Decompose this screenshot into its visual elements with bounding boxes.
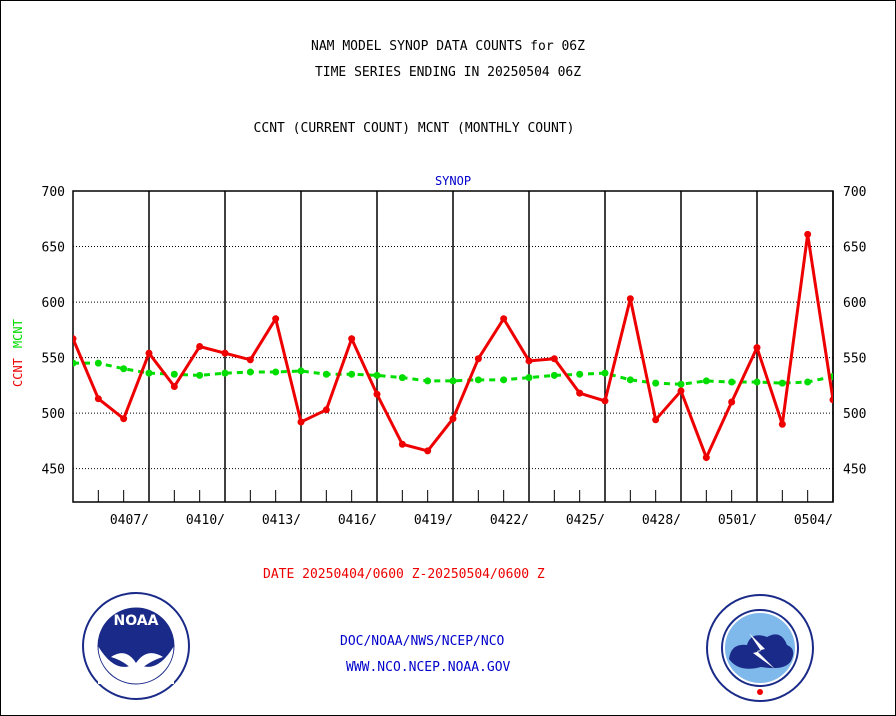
chart-title-line2: TIME SERIES ENDING IN 20250504 06Z bbox=[314, 65, 582, 80]
x-tick-label: 0410/ bbox=[186, 513, 225, 528]
data-point-ccnt bbox=[778, 420, 786, 428]
data-point-ccnt bbox=[196, 343, 204, 350]
data-point-ccnt bbox=[297, 418, 305, 426]
y-axis-label: CCNT MCNT bbox=[11, 319, 25, 387]
panel-title: SYNOP bbox=[435, 174, 471, 188]
y-axis-label-ccnt: CCNT bbox=[11, 358, 25, 387]
nws-logo-icon bbox=[706, 594, 814, 702]
y-tick-label-left: 500 bbox=[42, 407, 65, 422]
data-point-mcnt bbox=[120, 365, 128, 373]
data-point-mcnt bbox=[272, 368, 280, 376]
data-point-ccnt bbox=[804, 230, 812, 238]
data-point-mcnt bbox=[728, 378, 736, 386]
y-tick-label-left: 700 bbox=[42, 185, 65, 200]
x-tick-label: 0428/ bbox=[642, 513, 681, 528]
x-tick-label: 0504/ bbox=[794, 513, 833, 528]
data-point-mcnt bbox=[753, 378, 761, 386]
y-tick-label-right: 450 bbox=[843, 463, 866, 478]
data-point-mcnt bbox=[94, 359, 102, 367]
x-tick-label: 0413/ bbox=[262, 513, 301, 528]
data-point-mcnt bbox=[196, 371, 204, 379]
data-point-ccnt bbox=[73, 335, 77, 343]
data-point-mcnt bbox=[500, 376, 508, 384]
x-tick-label: 0422/ bbox=[490, 513, 529, 528]
data-point-ccnt bbox=[601, 397, 609, 405]
chart-title-line1: NAM MODEL SYNOP DATA COUNTS for 06Z bbox=[311, 39, 585, 54]
data-point-ccnt bbox=[373, 390, 381, 398]
data-point-mcnt bbox=[652, 379, 660, 387]
x-tick-label: 0501/ bbox=[718, 513, 757, 528]
date-range-label: DATE 20250404/0600 Z-20250504/0600 Z bbox=[263, 567, 545, 582]
data-point-ccnt bbox=[550, 355, 558, 363]
y-tick-label-right: 600 bbox=[843, 296, 866, 311]
data-point-ccnt bbox=[576, 389, 584, 397]
chart-subtitle: CCNT (CURRENT COUNT) MCNT (MONTHLY COUNT… bbox=[253, 121, 575, 136]
data-point-ccnt bbox=[94, 395, 102, 403]
x-tick-label: 0416/ bbox=[338, 513, 377, 528]
data-point-mcnt bbox=[601, 369, 609, 377]
plot-border bbox=[72, 190, 834, 503]
data-point-mcnt bbox=[525, 374, 533, 382]
y-tick-label-right: 700 bbox=[843, 185, 866, 200]
data-point-mcnt bbox=[677, 380, 685, 388]
data-point-mcnt bbox=[626, 376, 634, 384]
data-point-mcnt bbox=[73, 359, 77, 367]
x-tick-label: 0425/ bbox=[566, 513, 605, 528]
data-point-ccnt bbox=[500, 315, 508, 323]
data-point-mcnt bbox=[373, 371, 381, 379]
noaa-logo-icon: NOAA bbox=[82, 592, 190, 700]
noaa-logo-text: NOAA bbox=[114, 613, 159, 629]
data-point-mcnt bbox=[348, 370, 356, 378]
data-point-mcnt bbox=[576, 370, 584, 378]
data-point-mcnt bbox=[550, 371, 558, 379]
data-point-ccnt bbox=[145, 349, 153, 357]
data-point-ccnt bbox=[272, 315, 280, 323]
y-tick-label-right: 650 bbox=[843, 241, 866, 256]
data-point-ccnt bbox=[398, 440, 406, 448]
y-tick-label-right: 550 bbox=[843, 352, 866, 367]
data-point-mcnt bbox=[702, 377, 710, 385]
data-point-ccnt bbox=[626, 295, 634, 303]
data-point-mcnt bbox=[449, 377, 457, 385]
data-point-mcnt bbox=[424, 377, 432, 385]
y-tick-label-left: 550 bbox=[42, 352, 65, 367]
data-point-ccnt bbox=[728, 398, 736, 406]
y-tick-label-left: 450 bbox=[42, 463, 65, 478]
data-point-mcnt bbox=[246, 368, 254, 376]
data-point-ccnt bbox=[677, 387, 685, 395]
data-point-mcnt bbox=[297, 367, 305, 375]
data-point-ccnt bbox=[652, 416, 660, 424]
data-point-mcnt bbox=[221, 369, 229, 377]
data-point-ccnt bbox=[246, 356, 254, 364]
data-point-mcnt bbox=[322, 370, 330, 378]
data-point-mcnt bbox=[474, 376, 482, 384]
nco-website-link[interactable]: WWW.NCO.NCEP.NOAA.GOV bbox=[346, 660, 511, 675]
x-tick-label: 0419/ bbox=[414, 513, 453, 528]
data-point-ccnt bbox=[322, 406, 330, 414]
x-tick-label: 0407/ bbox=[110, 513, 149, 528]
data-point-ccnt bbox=[474, 355, 482, 363]
data-point-ccnt bbox=[221, 349, 229, 357]
data-point-ccnt bbox=[702, 454, 710, 462]
data-point-mcnt bbox=[778, 379, 786, 387]
y-tick-label-left: 650 bbox=[42, 241, 65, 256]
data-point-ccnt bbox=[449, 415, 457, 423]
data-point-ccnt bbox=[170, 382, 178, 390]
data-point-ccnt bbox=[829, 396, 833, 404]
y-tick-label-right: 500 bbox=[843, 407, 866, 422]
y-axis-label-mcnt: MCNT bbox=[11, 319, 25, 348]
data-point-ccnt bbox=[348, 335, 356, 343]
y-tick-label-left: 600 bbox=[42, 296, 65, 311]
data-point-mcnt bbox=[145, 369, 153, 377]
data-point-ccnt bbox=[753, 344, 761, 352]
data-point-mcnt bbox=[398, 374, 406, 382]
data-point-ccnt bbox=[120, 415, 128, 423]
data-point-ccnt bbox=[424, 447, 432, 455]
data-point-mcnt bbox=[804, 378, 812, 386]
data-point-ccnt bbox=[525, 357, 533, 365]
doc-noaa-link[interactable]: DOC/NOAA/NWS/NCEP/NCO bbox=[340, 634, 505, 649]
data-point-mcnt bbox=[170, 370, 178, 378]
